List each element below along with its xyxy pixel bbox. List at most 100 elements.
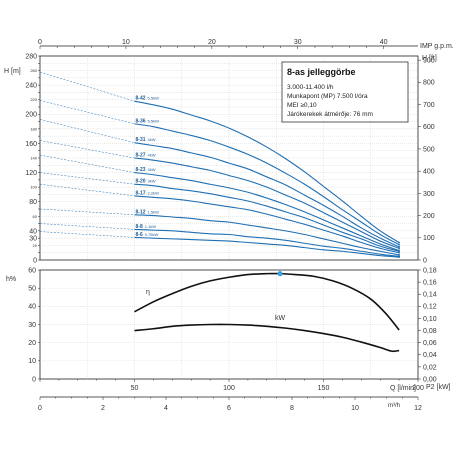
curve-extension-8-31 [39, 119, 135, 143]
top-axis-tick-label: 30 [294, 39, 302, 46]
q-axis-label: Q [l/min] [390, 385, 416, 392]
curve-label-8-42: 8-42 5,5kW [136, 96, 160, 102]
curve-label-8-17: 8-17 2,2kW [136, 190, 160, 196]
curve-label-8-23: 8-23 3kW [136, 167, 156, 173]
curve-end-8-17 [398, 251, 400, 254]
efficiency-power-chart: 0102030405060h%0,000,020,040,060,080,100… [6, 267, 451, 412]
efficiency-curve [134, 272, 400, 331]
eff-left-tick-label: 10 [28, 358, 36, 365]
info-line-mei: MEI ≥0,10 [287, 102, 317, 109]
curve-8-8 [134, 228, 400, 257]
power-curve [134, 323, 400, 353]
q-axis-tick-label: 200 [412, 385, 424, 392]
right-axis-tick-label: 200 [423, 213, 435, 220]
left-axis-minor-tick-label: 20 [33, 243, 38, 248]
curve-end-8-12 [398, 254, 400, 256]
info-line-flow-range: 3.000-11.400 l/h [287, 84, 334, 91]
curve-extension-8-12 [39, 208, 135, 216]
curve-extension-8-20 [39, 172, 135, 185]
power-curve-label: kW [275, 315, 286, 322]
curve-extension-8-36 [39, 100, 135, 124]
curve-8-42 [134, 100, 400, 243]
curve-8-12 [134, 214, 400, 256]
curve-end-8-42 [398, 241, 400, 244]
q-axis-tick-label: 50 [131, 385, 139, 392]
curve-end-8-31 [398, 245, 400, 248]
right-axis-tick-label: 300 [423, 191, 435, 198]
eff-right-tick-label: 0,04 [423, 352, 437, 359]
left-axis-minor-tick-label: 260 [30, 68, 37, 73]
curve-extension-8-23 [39, 154, 135, 173]
eff-right-tick-label: 0,06 [423, 340, 437, 347]
eff-right-tick-label: 0,16 [423, 280, 437, 287]
curve-extension-8-8 [39, 223, 135, 230]
eff-right-tick-label: 0,12 [423, 304, 437, 311]
curve-end-8-36 [398, 243, 400, 246]
right-axis-tick-label: 400 [423, 169, 435, 176]
curve-8-27 [134, 157, 400, 249]
eff-right-tick-label: 0,00 [423, 376, 437, 383]
m3h-axis-tick-label: 2 [101, 405, 105, 412]
left-axis-tick-label: 240 [25, 83, 37, 90]
info-line-impeller: Járókerekek átmérője: 76 mm [287, 111, 373, 118]
left-axis-tick-label: 0 [33, 257, 37, 264]
left-axis-tick-label: 30 [29, 236, 37, 243]
curve-label-8-36: 8-36 5,5kW [136, 118, 160, 124]
curve-end-8-27 [398, 247, 400, 250]
left-axis-minor-tick-label: 140 [30, 156, 37, 161]
left-axis-tick-label: 120 [25, 170, 37, 177]
q-axis-tick-label: 150 [318, 385, 330, 392]
eff-left-tick-label: 20 [28, 340, 36, 347]
right-axis-tick-label: 700 [423, 102, 435, 109]
right-axis-tick-label: 900 [423, 58, 435, 65]
eff-right-tick-label: 0,14 [423, 292, 437, 299]
m3h-axis-label: m³/h [388, 403, 400, 409]
operating-point-marker [277, 271, 283, 277]
eff-left-tick-label: 0 [32, 376, 36, 383]
right-axis-tick-label: 0 [423, 257, 427, 264]
eff-left-tick-label: 60 [28, 267, 36, 274]
eff-left-tick-label: 30 [28, 322, 36, 329]
left-axis-minor-tick-label: 220 [30, 97, 37, 102]
top-axis-label: IMP g.p.m. [420, 43, 454, 50]
m3h-axis-tick-label: 10 [351, 405, 359, 412]
curve-8-31 [134, 142, 400, 248]
info-line-operating-point: Munkapont (MP) 7.500 l/óra [287, 93, 368, 100]
top-axis-tick-label: 10 [122, 39, 130, 46]
curve-end-8-20 [398, 250, 400, 253]
curve-label-8-12: 8-12 1,5kW [136, 209, 160, 215]
info-box: 8-as jelleggörbe 3.000-11.400 l/h Munkap… [281, 61, 409, 123]
top-axis-tick-label: 20 [208, 39, 216, 46]
right-axis-tick-label: 500 [423, 146, 435, 153]
info-box-title: 8-as jelleggörbe [287, 67, 356, 77]
right-axis-tick-label: 800 [423, 80, 435, 87]
curve-label-8-6: 8-6 0,75kW [136, 232, 159, 238]
left-axis-tick-label: 80 [29, 199, 37, 206]
eff-right-tick-label: 0,08 [423, 328, 437, 335]
right-axis-tick-label: 100 [423, 235, 435, 242]
left-axis-minor-tick-label: 60 [33, 214, 38, 219]
curve-8-36 [134, 123, 400, 246]
q-axis-tick-label: 100 [223, 385, 235, 392]
left-axis-minor-tick-label: 100 [30, 185, 37, 190]
curve-label-8-8: 8-8 1,1kW [136, 224, 157, 230]
right-axis-label: H [ft] [422, 55, 437, 62]
eff-right-tick-label: 0,18 [423, 267, 437, 274]
left-axis-tick-label: 280 [25, 53, 37, 60]
curve-label-8-27: 8-27 4kW [136, 153, 156, 159]
curve-8-23 [134, 172, 400, 252]
eff-right-tick-label: 0,10 [423, 316, 437, 323]
curve-8-17 [134, 195, 400, 254]
m3h-axis-tick-label: 0 [38, 405, 42, 412]
curve-8-20 [134, 183, 400, 252]
left-axis-tick-label: 160 [25, 141, 37, 148]
curve-label-8-31: 8-31 4kW [136, 137, 156, 143]
m3h-axis-tick-label: 12 [414, 405, 422, 412]
left-axis-label: H [m] [4, 68, 21, 75]
right-axis-tick-label: 600 [423, 124, 435, 131]
curve-end-8-6 [398, 256, 400, 258]
eff-left-axis-label: h% [6, 276, 16, 283]
left-axis-tick-label: 200 [25, 112, 37, 119]
